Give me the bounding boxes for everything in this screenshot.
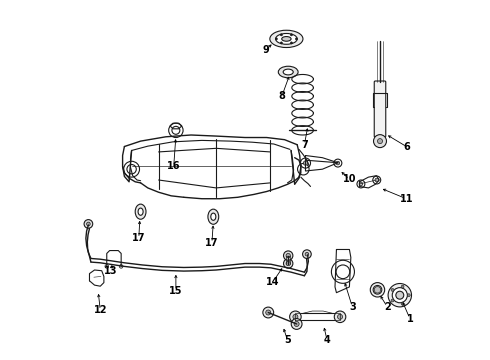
Text: 4: 4: [324, 335, 330, 345]
Ellipse shape: [278, 66, 298, 78]
Circle shape: [375, 178, 379, 182]
Text: 15: 15: [169, 286, 183, 296]
Circle shape: [266, 310, 271, 315]
Ellipse shape: [275, 33, 297, 44]
Circle shape: [293, 314, 298, 319]
Circle shape: [291, 42, 293, 44]
Circle shape: [407, 294, 410, 297]
Circle shape: [291, 34, 293, 36]
Circle shape: [84, 220, 93, 228]
FancyBboxPatch shape: [374, 81, 386, 137]
Circle shape: [280, 42, 282, 44]
Text: 10: 10: [343, 174, 356, 184]
Text: 6: 6: [404, 142, 411, 152]
Circle shape: [373, 135, 387, 148]
Text: 1: 1: [407, 314, 413, 324]
Circle shape: [87, 222, 90, 226]
Circle shape: [294, 321, 299, 327]
Circle shape: [359, 182, 363, 186]
Text: 17: 17: [132, 233, 146, 243]
Circle shape: [391, 299, 394, 302]
Text: 7: 7: [301, 140, 308, 150]
Circle shape: [284, 259, 293, 268]
Circle shape: [401, 285, 404, 288]
Text: 13: 13: [104, 266, 118, 276]
Text: 14: 14: [267, 276, 280, 287]
Circle shape: [263, 307, 273, 318]
Circle shape: [295, 38, 297, 40]
Circle shape: [280, 34, 282, 36]
Text: 16: 16: [167, 161, 180, 171]
Circle shape: [338, 314, 343, 319]
Ellipse shape: [211, 213, 216, 220]
Text: 3: 3: [349, 302, 356, 312]
Circle shape: [401, 302, 404, 305]
Text: 17: 17: [205, 238, 219, 248]
Circle shape: [105, 265, 109, 268]
Ellipse shape: [392, 288, 407, 303]
Circle shape: [303, 250, 311, 258]
Text: 12: 12: [94, 305, 107, 315]
Circle shape: [305, 252, 309, 256]
Ellipse shape: [138, 208, 143, 215]
Circle shape: [286, 261, 291, 266]
Ellipse shape: [388, 284, 412, 307]
Ellipse shape: [208, 209, 219, 224]
Circle shape: [334, 311, 346, 323]
Text: 5: 5: [284, 335, 291, 345]
Circle shape: [120, 265, 123, 268]
Circle shape: [286, 253, 291, 258]
Ellipse shape: [270, 30, 303, 48]
Ellipse shape: [370, 283, 385, 297]
Text: 11: 11: [399, 194, 413, 204]
Ellipse shape: [396, 291, 404, 299]
Circle shape: [275, 38, 277, 40]
Circle shape: [284, 251, 293, 260]
Text: 2: 2: [384, 302, 391, 312]
Circle shape: [336, 161, 340, 165]
Circle shape: [374, 287, 381, 293]
Ellipse shape: [373, 285, 382, 294]
Circle shape: [290, 311, 301, 323]
Circle shape: [391, 288, 394, 291]
Circle shape: [377, 139, 383, 144]
Ellipse shape: [135, 204, 146, 219]
Circle shape: [303, 161, 308, 165]
Ellipse shape: [283, 69, 293, 75]
Circle shape: [291, 319, 302, 329]
Text: 8: 8: [278, 91, 285, 102]
Text: 9: 9: [263, 45, 270, 55]
Ellipse shape: [282, 37, 291, 41]
